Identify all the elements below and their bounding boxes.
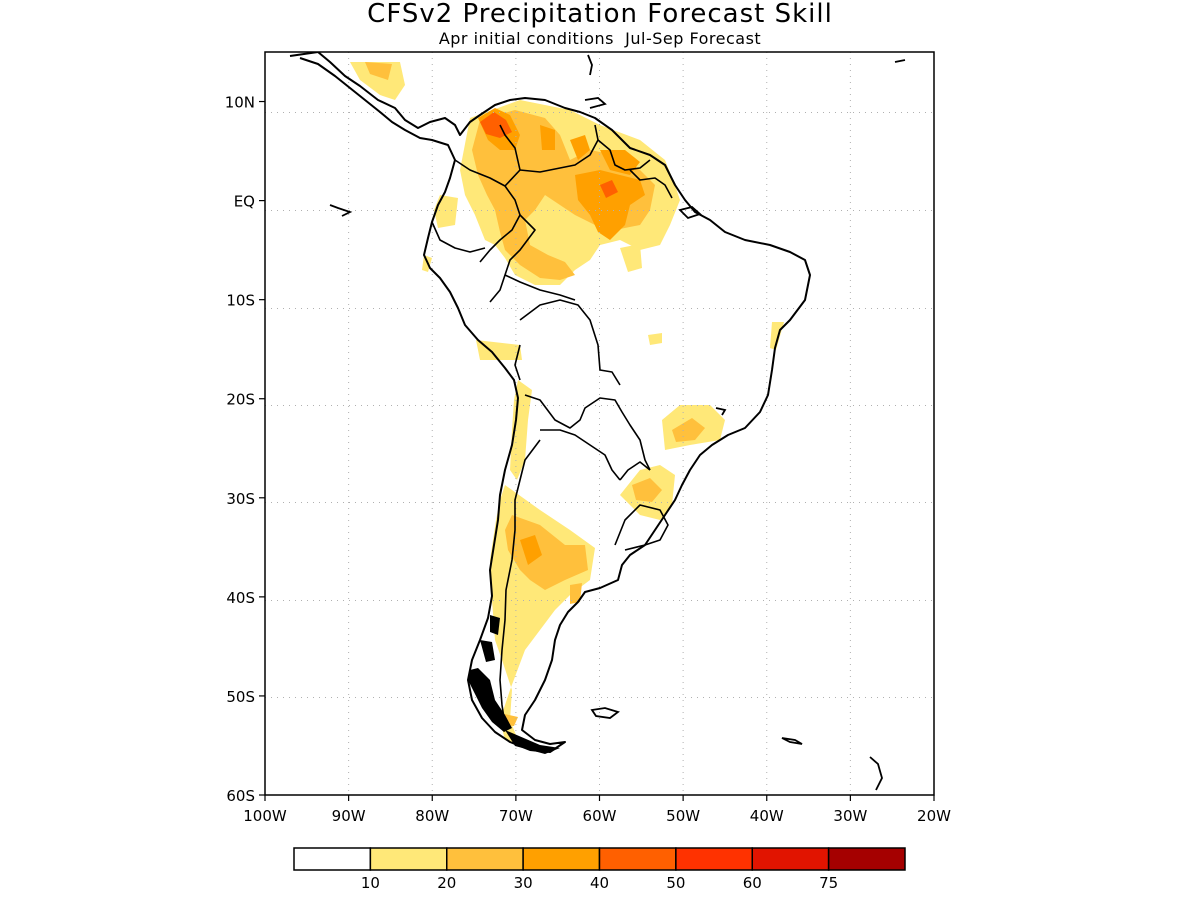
island-coastlines (329, 54, 906, 791)
latitude-axis: 10N EQ 10S 20S 30S 40S 50S 60S (225, 94, 265, 805)
lat-tick-label: EQ (234, 193, 255, 211)
colorbar-swatch (446, 847, 524, 871)
lon-tick-label: 70W (499, 807, 533, 825)
chile-fjord-coast (468, 615, 560, 754)
lon-tick-label: 80W (415, 807, 449, 825)
lat-tick-label: 10S (226, 292, 255, 310)
colorbar-swatch (522, 847, 601, 871)
map-area (265, 52, 934, 795)
colorbar-label: 75 (819, 874, 838, 892)
skill-shading-20-30 (365, 62, 705, 726)
lon-tick-label: 100W (243, 807, 287, 825)
lat-tick-label: 40S (226, 589, 255, 607)
colorbar-label: 40 (590, 874, 609, 892)
lat-tick-label: 50S (226, 688, 255, 706)
colorbar-swatch (293, 847, 372, 871)
lon-tick-label: 40W (750, 807, 784, 825)
colorbar-label: 60 (743, 874, 762, 892)
colorbar-swatch (827, 847, 906, 871)
colorbar-label: 10 (361, 874, 380, 892)
colorbar: 10 20 30 40 50 60 75 (293, 847, 906, 892)
south-america-coastline (289, 52, 811, 753)
colorbar-label: 20 (437, 874, 456, 892)
lat-tick-label: 30S (226, 490, 255, 508)
lat-tick-label: 20S (226, 391, 255, 409)
lon-tick-label: 50W (666, 807, 700, 825)
colorbar-label: 50 (666, 874, 685, 892)
lat-tick-label: 10N (225, 94, 255, 112)
lon-tick-label: 30W (833, 807, 867, 825)
lon-tick-label: 20W (917, 807, 951, 825)
colorbar-label: 30 (514, 874, 533, 892)
lon-tick-label: 90W (332, 807, 366, 825)
colorbar-swatch (369, 847, 448, 871)
colorbar-swatch (675, 847, 753, 871)
colorbar-swatch (751, 847, 830, 871)
colorbar-swatch (598, 847, 677, 871)
figure-subtitle: Apr initial conditions Jul-Sep Forecast (439, 29, 761, 48)
lon-tick-label: 60W (583, 807, 617, 825)
country-borders (431, 124, 673, 726)
longitude-axis: 100W 90W 80W 70W 60W 50W 40W 30W 20W (243, 795, 951, 825)
lat-tick-label: 60S (226, 787, 255, 805)
figure-title: CFSv2 Precipitation Forecast Skill (367, 0, 833, 29)
